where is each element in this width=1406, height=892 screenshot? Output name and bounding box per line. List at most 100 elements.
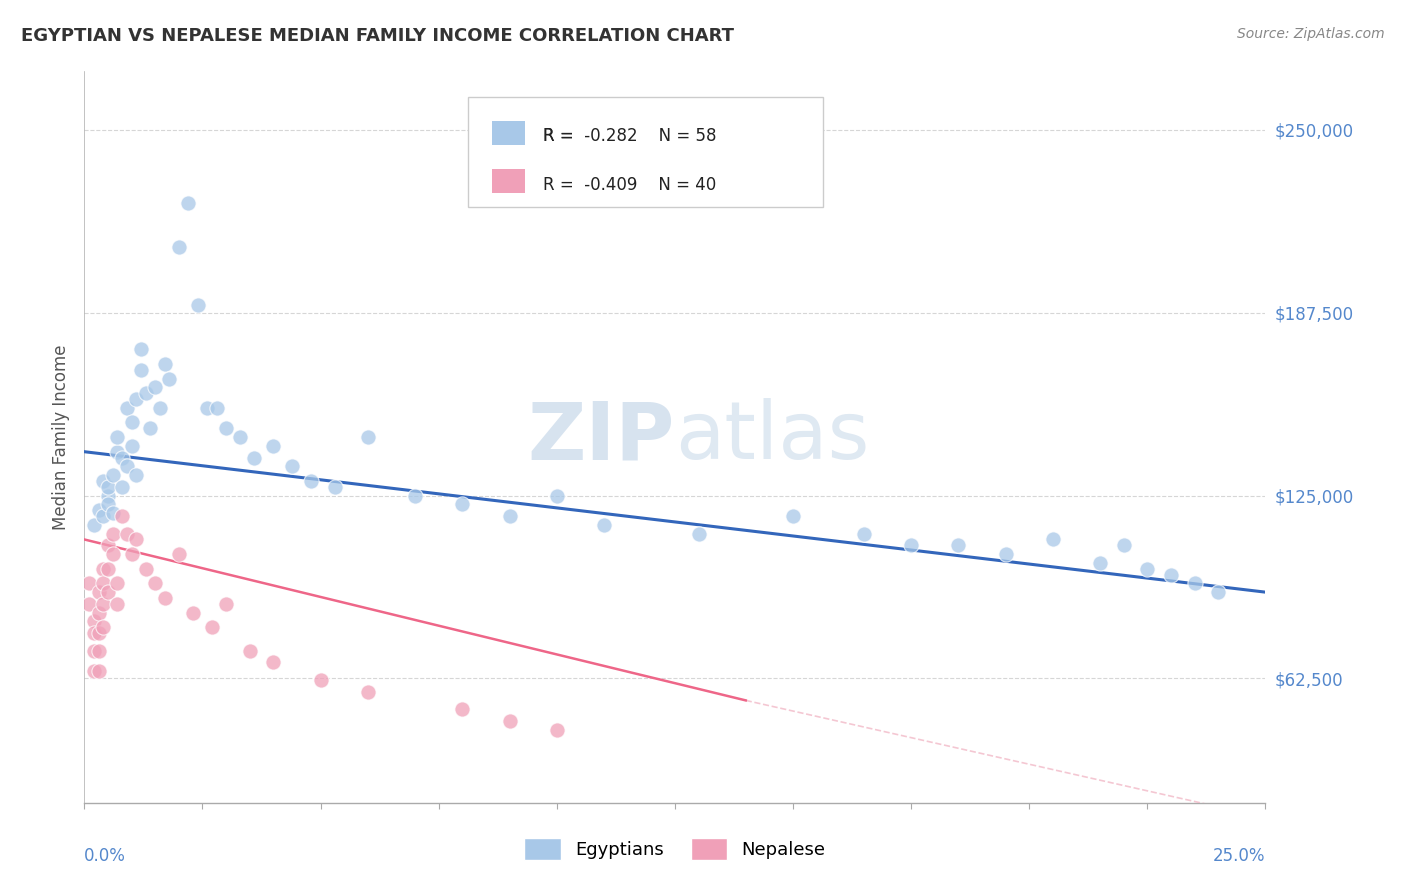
Point	[215, 421, 238, 435]
Point	[121, 416, 143, 430]
Point	[239, 643, 262, 657]
Point	[187, 298, 209, 312]
Point	[91, 474, 114, 488]
Point	[215, 597, 238, 611]
Point	[1088, 556, 1111, 570]
Point	[782, 509, 804, 524]
Text: ZIP: ZIP	[527, 398, 675, 476]
Point	[77, 597, 100, 611]
Point	[91, 597, 114, 611]
Point	[139, 421, 162, 435]
Point	[97, 585, 120, 599]
Point	[87, 626, 110, 640]
Point	[87, 606, 110, 620]
Legend: Egyptians, Nepalese: Egyptians, Nepalese	[524, 838, 825, 860]
FancyBboxPatch shape	[468, 97, 823, 207]
Point	[177, 196, 200, 211]
Point	[87, 664, 110, 678]
Point	[91, 509, 114, 524]
Point	[498, 714, 520, 728]
Point	[91, 576, 114, 591]
Point	[262, 439, 284, 453]
Point	[111, 509, 134, 524]
Point	[323, 480, 346, 494]
Point	[129, 343, 152, 357]
Point	[83, 517, 105, 532]
Point	[129, 363, 152, 377]
Point	[101, 547, 124, 561]
Point	[309, 673, 332, 687]
Point	[83, 615, 105, 629]
Point	[262, 656, 284, 670]
Point	[107, 444, 129, 458]
Text: Source: ZipAtlas.com: Source: ZipAtlas.com	[1237, 27, 1385, 41]
Point	[101, 506, 124, 520]
Point	[107, 597, 129, 611]
Point	[125, 392, 148, 406]
FancyBboxPatch shape	[492, 120, 524, 145]
Point	[143, 576, 166, 591]
Point	[451, 497, 474, 511]
Point	[101, 526, 124, 541]
Point	[1112, 538, 1135, 552]
Point	[77, 576, 100, 591]
Point	[900, 538, 922, 552]
Text: 0.0%: 0.0%	[84, 847, 127, 864]
Point	[593, 517, 616, 532]
Point	[1136, 562, 1159, 576]
Point	[498, 509, 520, 524]
Point	[195, 401, 218, 415]
Point	[852, 526, 875, 541]
Point	[115, 401, 138, 415]
Point	[243, 450, 266, 465]
Point	[229, 430, 252, 444]
Point	[115, 526, 138, 541]
Text: 25.0%: 25.0%	[1213, 847, 1265, 864]
Point	[97, 480, 120, 494]
Point	[125, 533, 148, 547]
Point	[87, 503, 110, 517]
Point	[111, 450, 134, 465]
Text: R =: R =	[543, 128, 579, 145]
Point	[83, 626, 105, 640]
Point	[91, 562, 114, 576]
Point	[115, 459, 138, 474]
Point	[1206, 585, 1229, 599]
Point	[688, 526, 710, 541]
Point	[404, 489, 426, 503]
Point	[153, 357, 176, 371]
Point	[107, 430, 129, 444]
Y-axis label: Median Family Income: Median Family Income	[52, 344, 70, 530]
Point	[101, 468, 124, 483]
Point	[201, 620, 224, 634]
Text: EGYPTIAN VS NEPALESE MEDIAN FAMILY INCOME CORRELATION CHART: EGYPTIAN VS NEPALESE MEDIAN FAMILY INCOM…	[21, 27, 734, 45]
Point	[97, 489, 120, 503]
Point	[107, 576, 129, 591]
Point	[451, 702, 474, 716]
Point	[1160, 567, 1182, 582]
Point	[121, 439, 143, 453]
Point	[357, 684, 380, 698]
Point	[1184, 576, 1206, 591]
Point	[121, 547, 143, 561]
Point	[87, 585, 110, 599]
Point	[157, 371, 180, 385]
Point	[357, 430, 380, 444]
Point	[83, 643, 105, 657]
Point	[205, 401, 228, 415]
Text: atlas: atlas	[675, 398, 869, 476]
Point	[181, 606, 204, 620]
Point	[135, 562, 157, 576]
Point	[97, 562, 120, 576]
Point	[87, 643, 110, 657]
Point	[97, 538, 120, 552]
Point	[135, 386, 157, 401]
Point	[143, 380, 166, 394]
Point	[994, 547, 1017, 561]
Point	[546, 723, 568, 737]
Text: R =  -0.409    N = 40: R = -0.409 N = 40	[543, 176, 716, 194]
FancyBboxPatch shape	[492, 169, 524, 194]
Text: R =  -0.282    N = 58: R = -0.282 N = 58	[543, 128, 716, 145]
Point	[948, 538, 970, 552]
Point	[91, 620, 114, 634]
